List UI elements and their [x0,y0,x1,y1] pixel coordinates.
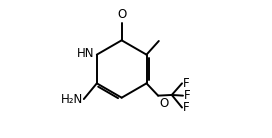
Text: H₂N: H₂N [60,93,83,106]
Text: F: F [183,101,189,114]
Text: HN: HN [77,47,94,60]
Text: O: O [160,97,169,110]
Text: O: O [117,8,126,21]
Text: F: F [184,89,190,102]
Text: F: F [183,77,189,90]
